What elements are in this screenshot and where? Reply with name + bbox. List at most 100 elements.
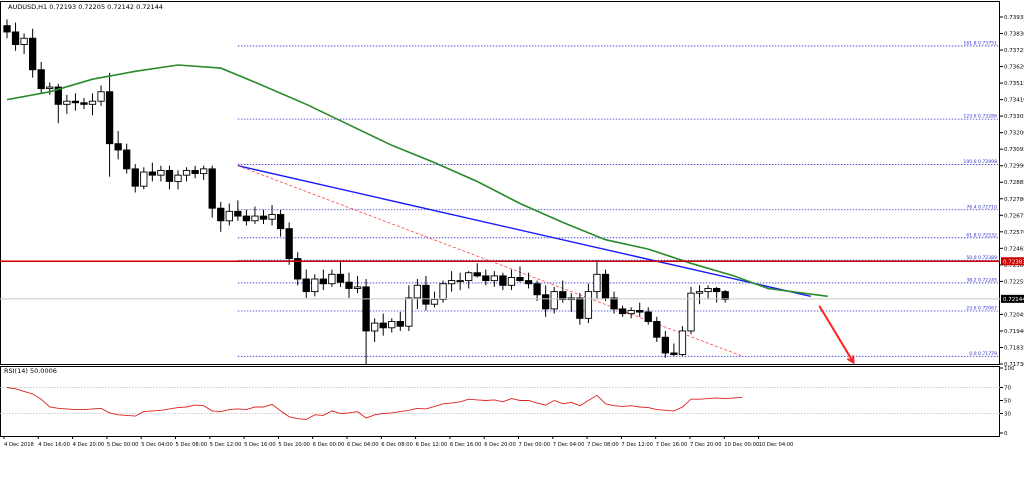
candle-body <box>430 299 439 305</box>
candle-body <box>157 169 165 176</box>
time-tick-label: 5 Dec 20:00 <box>278 442 310 448</box>
time-tick-label: 7 Dec 16:00 <box>656 442 688 448</box>
candle-body <box>413 284 422 299</box>
time-tick-label: 4 Dec 2018 <box>4 442 34 448</box>
candle-body <box>627 310 635 315</box>
time-tick-label: 6 Dec 20:00 <box>484 442 516 448</box>
price-tick-label: 0.73095 <box>1004 147 1024 153</box>
candle-body <box>182 169 191 176</box>
candle-body <box>490 275 498 282</box>
candle-body <box>533 283 541 296</box>
fibonacci-levels: 161.8 0.73751 123.6 0.73286 100.0 0.72998 7… <box>237 40 998 357</box>
trendline <box>237 165 811 298</box>
candle-body <box>97 91 105 102</box>
time-tick-label: 5 Dec 16:00 <box>244 442 276 448</box>
candle-body <box>559 291 567 300</box>
fibonacci-level-label: 38.2 0.72245 <box>966 277 997 283</box>
candle-body <box>542 294 550 310</box>
candle-body <box>336 273 345 283</box>
candle-body <box>131 168 139 187</box>
candle-body <box>191 169 199 175</box>
time-tick-label: 5 Dec 12:00 <box>210 442 242 448</box>
time-tick-label: 7 Dec 00:00 <box>519 442 551 448</box>
fibonacci-level-label: 161.8 0.73751 <box>963 40 997 46</box>
fibonacci-level-label: 100.0 0.72998 <box>963 159 997 165</box>
candle-body <box>653 321 661 338</box>
price-tick-label: 0.73935 <box>1004 15 1024 21</box>
time-tick-label: 5 Dec 00:00 <box>107 442 139 448</box>
time-tick-label: 7 Dec 08:00 <box>587 442 619 448</box>
candle-body <box>319 278 327 285</box>
candle-body <box>302 278 310 293</box>
candle-body <box>234 210 242 217</box>
candle-body <box>174 174 182 182</box>
time-tick-label: 4 Dec 20:00 <box>73 442 105 448</box>
candle-body <box>644 311 652 322</box>
candle-body <box>422 284 430 305</box>
candle-body <box>695 291 704 294</box>
rsi-tick-label: 0 <box>1004 431 1008 437</box>
time-tick-label: 6 Dec 08:00 <box>381 442 413 448</box>
price-tick-label: 0.73725 <box>1004 48 1024 54</box>
candle-body <box>593 273 601 293</box>
candle-body <box>251 215 259 222</box>
candle-body <box>473 272 481 277</box>
candle-body <box>148 171 156 176</box>
candle-body <box>46 86 54 90</box>
candle-body <box>54 86 62 105</box>
current-price-box <box>1001 294 1024 303</box>
candle-body <box>88 100 97 105</box>
candle-body <box>636 310 644 313</box>
time-tick-label: 10 Dec 04:00 <box>759 442 794 448</box>
time-tick-label: 7 Dec 20:00 <box>690 442 722 448</box>
candle-body <box>499 275 507 286</box>
time-tick-label: 5 Dec 08:00 <box>176 442 208 448</box>
price-tick-label: 0.72675 <box>1004 213 1024 219</box>
candle-body <box>105 91 114 145</box>
bearish-arrow-head <box>846 355 855 365</box>
time-tick-label: 7 Dec 04:00 <box>553 442 585 448</box>
price-tick-label: 0.73305 <box>1004 114 1024 120</box>
fibonacci-level-label: 123.6 0.73286 <box>963 114 997 120</box>
candle-body <box>259 215 268 220</box>
candle-body <box>225 210 233 222</box>
fibonacci-level-label: 50.0 0.72389 <box>966 255 997 261</box>
candle-body <box>576 297 584 319</box>
candle-body <box>80 102 88 105</box>
time-tick-label: 6 Dec 16:00 <box>450 442 482 448</box>
candle-body <box>379 322 387 329</box>
candle-body <box>507 276 516 286</box>
candle-body <box>268 214 276 220</box>
candle-body <box>661 336 670 354</box>
fibonacci-level-label: 0.0 0.71779 <box>969 351 997 357</box>
candle-body <box>71 100 80 104</box>
candle-body <box>618 308 627 315</box>
price-panel-frame <box>0 1 1000 365</box>
price-tick-label: 0.73515 <box>1004 81 1024 87</box>
candle-body <box>311 278 319 293</box>
price-tick-label: 0.72255 <box>1004 279 1024 285</box>
price-tick-label: 0.72045 <box>1004 312 1024 318</box>
candle-body <box>20 37 28 45</box>
candle-body <box>405 297 413 327</box>
price-tick-label: 0.71835 <box>1004 345 1024 351</box>
candle-body <box>704 288 712 293</box>
candle-body <box>114 143 122 151</box>
time-tick-label: 7 Dec 12:00 <box>621 442 653 448</box>
rsi-tick-label: 50 <box>1004 399 1011 405</box>
candle-body <box>713 288 721 293</box>
fibonacci-level-label: 61.8 0.72532 <box>966 232 997 238</box>
candle-body <box>29 37 37 71</box>
candle-body <box>294 258 302 280</box>
